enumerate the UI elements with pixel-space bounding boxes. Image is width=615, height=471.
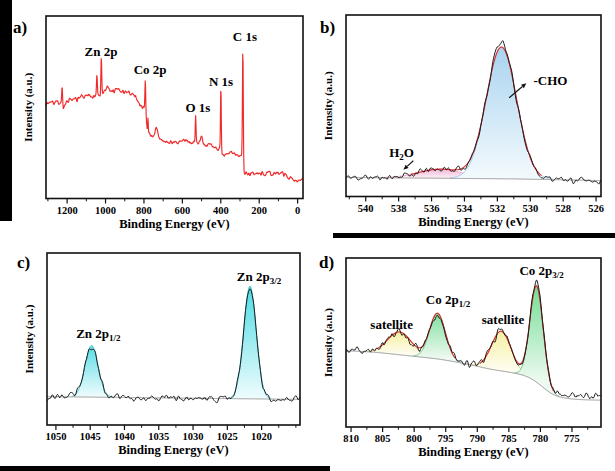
- x-tick-label: 538: [391, 203, 407, 214]
- x-axis-title: Binding Energy (eV): [418, 445, 528, 459]
- panel-label-c: c): [17, 253, 30, 272]
- x-tick-label: 532: [489, 203, 505, 214]
- x-tick-label: 805: [375, 433, 391, 444]
- panel-a: a) 1200 1000 800 600 400 200 0 Binding Energy (e…: [0, 0, 315, 235]
- annotation-arrow: [407, 161, 413, 167]
- x-tick-label: 0: [295, 205, 300, 216]
- x-axis-title: Binding Energy (eV): [119, 217, 229, 231]
- x-tick-label: 790: [469, 433, 485, 444]
- x-axis-b: 540 538 536 534 532 530 528 526: [349, 197, 604, 214]
- panel-label-d: d): [319, 253, 334, 272]
- peak-annotation: satellite: [482, 312, 525, 327]
- peak-annotation: Co 2p3/2: [519, 263, 564, 280]
- peak-annotation: Co 2p: [134, 62, 167, 77]
- peak-annotation: Zn 2p: [85, 44, 118, 59]
- y-axis-title: Intensity (a.u.): [23, 304, 36, 373]
- x-axis-a: 1200 1000 800 600 400 200 0: [48, 199, 300, 216]
- x-tick-label: 795: [438, 433, 454, 444]
- x-tick-label: 1000: [95, 205, 116, 216]
- x-tick-label: 1040: [114, 431, 135, 442]
- peak-annotation: O 1s: [185, 100, 210, 115]
- peak-annotation: H2O: [389, 145, 414, 162]
- panel-label-b: b): [320, 18, 335, 37]
- y-axis-title: Intensity (a.u.): [22, 73, 35, 142]
- scan-artifact-bar-bottom: [0, 466, 330, 471]
- x-axis-title: Binding Energy (eV): [418, 215, 528, 229]
- x-tick-label: 1025: [217, 431, 238, 442]
- x-tick-label: 800: [406, 433, 422, 444]
- x-axis-title: Binding Energy (eV): [118, 443, 228, 457]
- x-axis-c: 1050 1045 1040 1035 1030 1025 1020: [45, 425, 295, 442]
- baseline: [346, 351, 601, 400]
- x-tick-label: 1200: [57, 205, 78, 216]
- x-tick-label: 785: [501, 433, 517, 444]
- x-tick-label: 775: [564, 433, 580, 444]
- panel-d: d) 810 805 800 795 790 785 780 775 Binding Energy…: [315, 235, 615, 471]
- survey-spectrum-line: [46, 54, 303, 182]
- x-tick-label: 800: [136, 205, 152, 216]
- scan-artifact-bar-left: [0, 0, 12, 221]
- peak-fill-Zn 2p1/2: [72, 346, 112, 398]
- x-tick-label: 1045: [80, 431, 101, 442]
- x-tick-label: 1050: [45, 431, 66, 442]
- peak-annotation: -CHO: [534, 73, 568, 88]
- peak-annotation: satellite: [370, 317, 413, 332]
- peak-annotation: Zn 2p3/2: [237, 269, 282, 286]
- x-tick-label: 600: [175, 205, 191, 216]
- measured-spectrum-line: [346, 280, 601, 398]
- x-tick-label: 536: [424, 203, 440, 214]
- x-axis-d: 810 805 800 795 790 785 780 775: [343, 427, 588, 444]
- peak-fill-Co 2p1/2: [413, 313, 462, 363]
- x-tick-label: 1030: [183, 431, 204, 442]
- x-tick-label: 530: [522, 203, 538, 214]
- panel-b: b) 540 538 536 534 532 530 528 526 Binding Energy…: [315, 0, 615, 235]
- x-tick-label: 200: [251, 205, 267, 216]
- panel-c: c) 1050 1045 1040 1035 1030 1025 1020 Binding En…: [0, 235, 315, 471]
- peak-annotation: Zn 2p1/2: [76, 326, 121, 343]
- y-axis-title: Intensity (a.u.): [322, 71, 335, 140]
- x-tick-label: 810: [343, 433, 359, 444]
- xps-figure: a) 1200 1000 800 600 400 200 0 Binding Energy (e…: [0, 0, 615, 471]
- peak-fill-Co 2p3/2: [515, 286, 559, 397]
- y-axis-title: Intensity (a.u.): [322, 308, 335, 377]
- x-tick-label: 534: [457, 203, 474, 214]
- scan-artifact-bar-middle: [333, 233, 615, 238]
- x-tick-label: 526: [588, 203, 604, 214]
- x-tick-label: 400: [213, 205, 229, 216]
- peak-fill--CHO: [450, 47, 553, 179]
- peak-fill-Zn 2p3/2: [229, 286, 271, 399]
- peak-annotation: N 1s: [209, 74, 233, 89]
- x-tick-label: 540: [358, 203, 374, 214]
- peak-annotation: Co 2p1/2: [426, 292, 471, 309]
- x-tick-label: 1020: [251, 431, 272, 442]
- x-tick-label: 780: [533, 433, 549, 444]
- x-tick-label: 1035: [148, 431, 169, 442]
- peak-annotation: C 1s: [233, 29, 257, 44]
- panel-label-a: a): [13, 18, 27, 37]
- x-tick-label: 528: [555, 203, 571, 214]
